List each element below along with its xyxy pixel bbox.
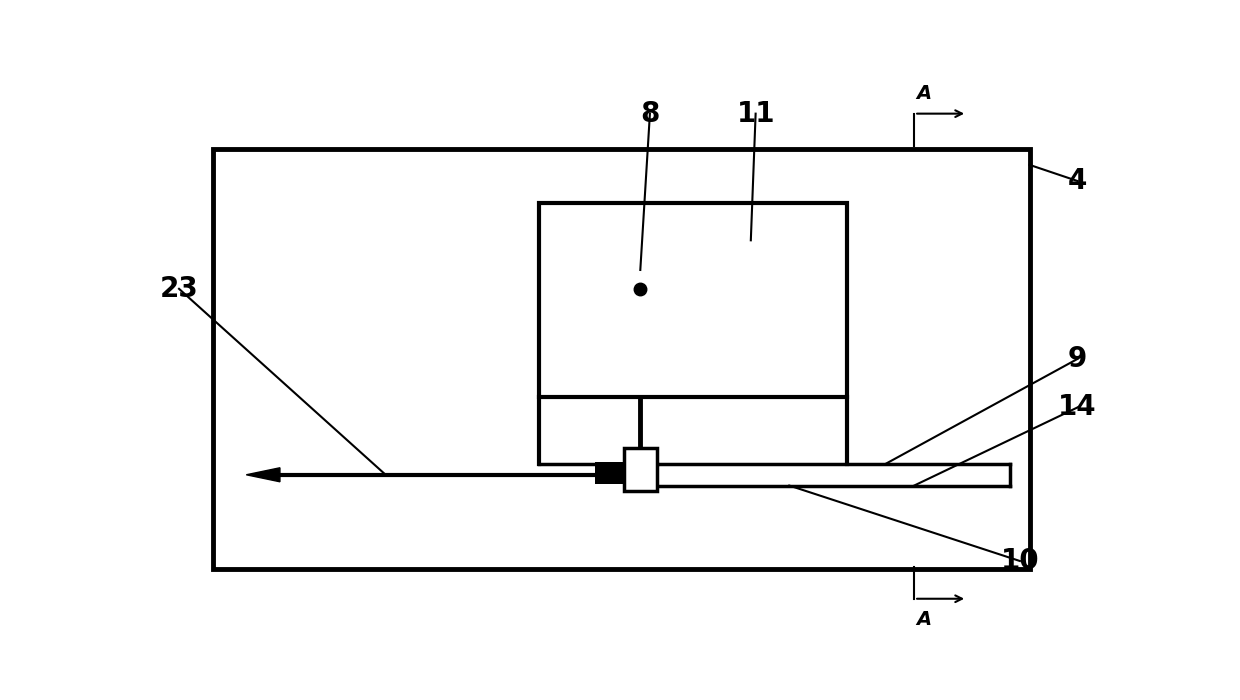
Text: 23: 23 <box>160 275 198 303</box>
Bar <box>539 202 847 397</box>
Text: A: A <box>916 84 931 103</box>
Polygon shape <box>247 468 280 482</box>
Text: A: A <box>916 610 931 629</box>
Text: 10: 10 <box>1001 547 1039 575</box>
Text: 4: 4 <box>1068 167 1087 195</box>
Text: 11: 11 <box>737 99 775 127</box>
Text: 9: 9 <box>1068 345 1087 373</box>
Text: 14: 14 <box>1058 393 1097 421</box>
Bar <box>595 463 624 484</box>
Bar <box>213 148 1029 569</box>
Bar <box>624 448 657 491</box>
Text: 8: 8 <box>640 99 660 127</box>
